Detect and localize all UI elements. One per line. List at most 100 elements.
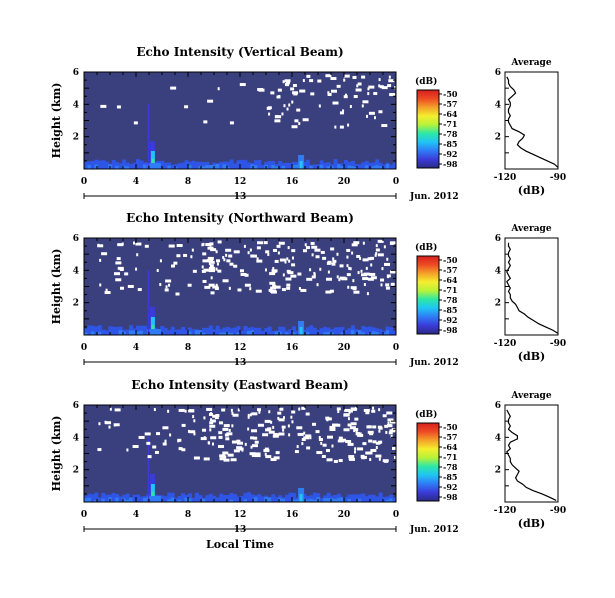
no-data-cell: [97, 244, 104, 248]
no-data-cell: [362, 241, 365, 245]
no-data-cell: [162, 426, 169, 430]
no-data-cell: [211, 442, 214, 446]
no-data-cell: [390, 434, 393, 438]
no-data-cell: [333, 459, 338, 463]
no-data-cell: [275, 433, 280, 437]
echo-cell: [257, 494, 262, 502]
average-x-label: (dB): [518, 184, 545, 197]
echo-cell: [354, 329, 359, 335]
no-data-cell: [202, 428, 207, 432]
no-data-cell: [277, 411, 282, 415]
echo-cell: [160, 160, 165, 169]
no-data-cell: [326, 277, 333, 281]
no-data-cell: [363, 408, 370, 412]
no-data-cell: [356, 254, 361, 258]
no-data-cell: [253, 436, 258, 440]
no-data-cell: [331, 444, 334, 448]
no-data-cell: [265, 250, 270, 254]
no-data-cell: [117, 266, 124, 270]
echo-cell: [371, 331, 376, 335]
echo-cell: [146, 163, 161, 169]
no-data-cell: [191, 248, 194, 252]
no-data-cell: [268, 430, 275, 434]
no-data-cell: [297, 432, 304, 436]
colorbar-tick-label: -92: [443, 149, 457, 159]
echo-cell: [167, 165, 172, 169]
echo-cell: [229, 492, 234, 502]
echo-cell: [330, 498, 335, 502]
no-data-cell: [282, 80, 285, 84]
no-data-cell: [380, 278, 385, 282]
echo-cell: [115, 165, 120, 169]
echo-cell: [170, 164, 175, 169]
echo-cell: [378, 329, 383, 335]
no-data-cell: [264, 268, 267, 272]
no-data-cell: [181, 423, 186, 427]
echo-cell: [101, 492, 106, 502]
colorbar-unit: (dB): [415, 76, 437, 87]
echo-cell: [170, 497, 175, 502]
no-data-cell: [210, 248, 217, 252]
no-data-cell: [368, 451, 373, 455]
no-data-cell: [375, 248, 380, 252]
no-data-cell: [275, 451, 280, 455]
colorbar-tick-label: -85: [443, 472, 457, 482]
no-data-cell: [146, 441, 151, 445]
echo-cell: [319, 164, 324, 169]
y-tick-label: 6: [73, 401, 79, 411]
no-data-cell: [292, 83, 297, 87]
no-data-cell: [138, 435, 145, 439]
no-data-cell: [241, 448, 244, 452]
echo-cell: [201, 327, 206, 335]
no-data-cell: [251, 444, 258, 448]
no-data-cell: [244, 283, 251, 287]
no-data-cell: [387, 84, 392, 88]
average-y-tick-label: 4: [495, 100, 501, 110]
echo-cell: [177, 163, 182, 169]
echo-cell: [253, 327, 258, 335]
no-data-cell: [272, 248, 277, 252]
echo-cell: [198, 330, 203, 335]
echo-cell: [389, 327, 394, 335]
no-data-cell: [168, 244, 175, 248]
echo-cell: [132, 330, 137, 335]
echo-cell: [94, 326, 99, 335]
no-data-cell: [375, 441, 380, 445]
no-data-cell: [210, 260, 215, 264]
no-data-cell: [306, 446, 311, 450]
no-data-cell: [256, 259, 263, 263]
no-data-cell: [270, 91, 275, 95]
no-data-cell: [371, 409, 376, 413]
no-data-cell: [281, 425, 286, 429]
no-data-cell: [343, 413, 350, 417]
no-data-cell: [326, 458, 333, 462]
no-data-cell: [209, 264, 214, 268]
no-data-cell: [357, 82, 362, 86]
no-data-cell: [388, 79, 395, 83]
echo-cell: [323, 162, 328, 169]
y-tick-label: 4: [73, 100, 79, 110]
no-data-cell: [348, 455, 355, 459]
echo-cell: [337, 327, 342, 335]
x-tick-label: 8: [185, 343, 191, 353]
echo-cell: [194, 492, 199, 502]
no-data-cell: [144, 432, 151, 436]
no-data-cell: [225, 248, 232, 252]
no-data-cell: [267, 252, 270, 256]
echo-cell: [292, 332, 296, 335]
no-data-cell: [154, 450, 159, 454]
echo-cell: [250, 164, 255, 169]
colorbar: [416, 255, 440, 335]
no-data-cell: [209, 242, 214, 246]
echo-cell: [382, 496, 387, 502]
no-data-cell: [223, 458, 230, 462]
echo-cell: [299, 327, 303, 335]
no-data-cell: [312, 422, 317, 426]
no-data-cell: [303, 431, 306, 435]
echo-cell: [392, 330, 397, 335]
no-data-cell: [351, 251, 354, 255]
no-data-cell: [375, 252, 378, 256]
echo-cell: [184, 497, 189, 502]
date-label: Jun. 2012: [409, 192, 459, 202]
echo-cell: [136, 331, 140, 335]
